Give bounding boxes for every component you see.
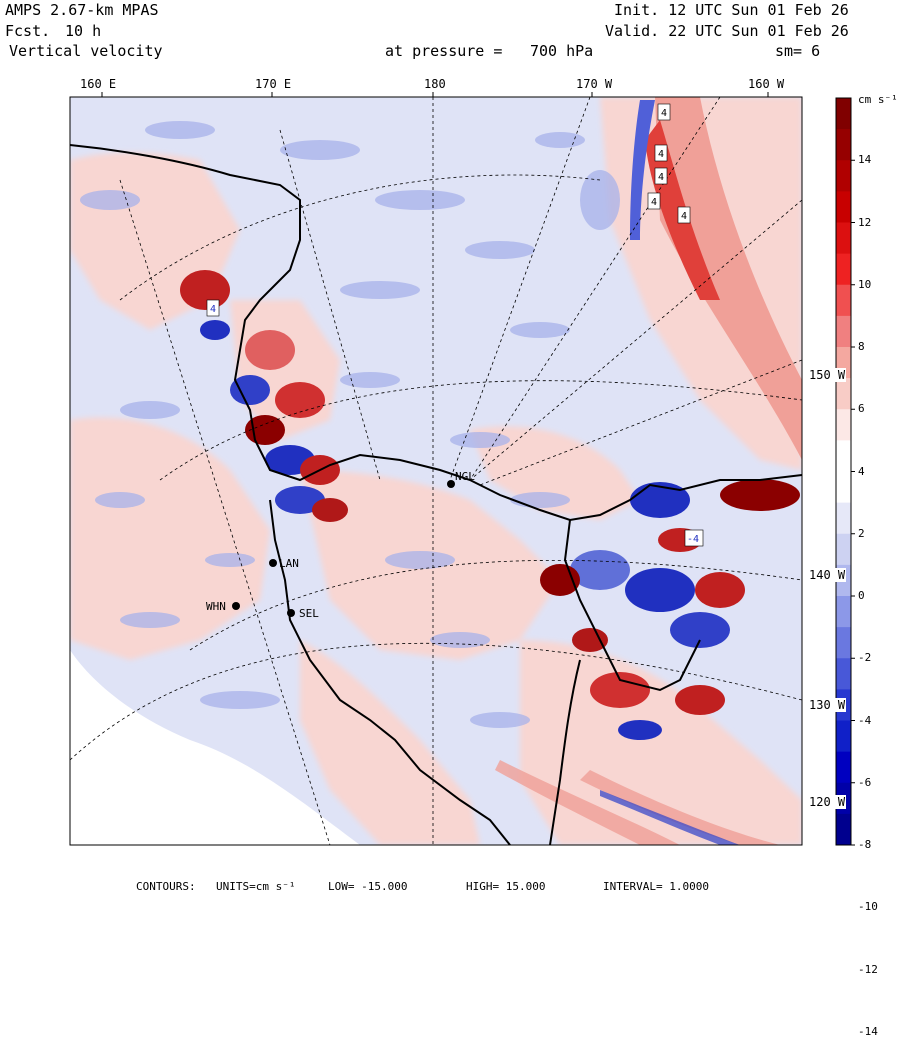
colorbar-swatch — [836, 596, 851, 628]
colorbar-swatch — [836, 378, 851, 410]
colorbar-tick-label: -2 — [858, 651, 872, 665]
svg-text:WHN: WHN — [206, 600, 226, 613]
ocean-streaks — [495, 760, 780, 845]
colorbar-tick-label: 2 — [858, 526, 865, 540]
contour-label: 4 — [647, 192, 661, 210]
footer-contours: CONTOURS: — [136, 880, 196, 893]
colorbar-swatch — [836, 813, 851, 846]
lon-label-160e: 160 E — [80, 77, 117, 91]
lon-label-160w: 160 W — [748, 77, 785, 91]
graticule — [70, 97, 802, 845]
lat-label-140w: 140 W — [808, 568, 847, 582]
colorbar-swatch — [836, 471, 851, 504]
station-ngl: NGL — [447, 470, 475, 488]
colorbar-swatch — [836, 502, 851, 535]
svg-text:4: 4 — [681, 211, 687, 222]
svg-text:SEL: SEL — [299, 607, 319, 620]
svg-text:4: 4 — [661, 108, 667, 119]
colorbar-swatch — [836, 720, 851, 753]
lat-label-120w: 120 W — [808, 795, 847, 809]
colorbar-tick-label: -8 — [858, 838, 872, 851]
lon-label-170e: 170 E — [255, 77, 292, 91]
lon-label-170w: 170 W — [576, 77, 613, 91]
contour-label: 4 — [206, 299, 220, 317]
colorbar-tick-label: 12 — [858, 215, 872, 229]
contour-labels: 4 4 4 4 4 4 -4 — [206, 103, 704, 547]
model-title: AMPS 2.67-km MPAS — [5, 1, 159, 19]
field-layer — [70, 97, 802, 845]
colorbar-tick-label: -4 — [858, 713, 872, 727]
contour-label: 4 — [654, 167, 668, 185]
stations: WHN SEL LAN NGL — [206, 470, 475, 620]
footer-units: UNITS=cm s⁻¹ — [216, 880, 296, 893]
vertical-velocity-map: 4 4 4 4 4 4 -4 WHN SEL LAN NGL — [69, 92, 855, 846]
colorbar-units: cm s⁻¹ — [858, 93, 898, 106]
colorbar-swatch — [836, 751, 851, 784]
level-value: 700 hPa — [530, 42, 594, 60]
colorbar-tick-label: 6 — [858, 402, 865, 416]
colorbar-tick-label: -14 — [858, 1024, 878, 1038]
lat-label-150w: 150 W — [808, 368, 847, 382]
colorbar-swatch — [836, 440, 851, 472]
colorbar-tick-label: 0 — [858, 589, 865, 602]
colorbar-swatch — [836, 253, 851, 286]
colorbar-swatch — [836, 409, 851, 441]
colorbar — [835, 97, 855, 846]
colorbar-tick-label: -10 — [858, 900, 878, 914]
contour-label: 4 — [677, 206, 691, 224]
weak-downward-motion-cells — [80, 121, 620, 728]
lon-ticks — [101, 92, 769, 97]
colorbar-tick-label: 10 — [858, 277, 872, 291]
colorbar-tick-label: 4 — [858, 464, 865, 478]
station-whn: WHN — [206, 600, 240, 613]
field-name: Vertical velocity — [9, 42, 163, 60]
colorbar-swatch — [836, 191, 851, 223]
footer-low: LOW= -15.000 — [328, 880, 408, 893]
lat-label-130w: 130 W — [808, 698, 847, 712]
forecast-hour: 10 h — [65, 22, 102, 40]
footer-interval: INTERVAL= 1.0000 — [603, 880, 709, 893]
colorbar-swatch — [836, 284, 851, 317]
colorbar-tick-label: -12 — [858, 962, 878, 976]
contour-label: 4 — [654, 144, 668, 162]
lon-label-180: 180 — [424, 77, 446, 91]
svg-text:LAN: LAN — [279, 557, 299, 570]
coastline — [70, 144, 802, 845]
init-time: Init. 12 UTC Sun 01 Feb 26 — [614, 1, 849, 19]
colorbar-swatch — [836, 533, 851, 566]
colorbar-tick-label: 8 — [858, 340, 865, 353]
valid-time: Valid. 22 UTC Sun 01 Feb 26 — [605, 22, 849, 40]
svg-text:4: 4 — [658, 149, 664, 160]
plot-frame — [69, 96, 803, 846]
svg-text:-4: -4 — [687, 534, 699, 545]
colorbar-swatch — [836, 315, 851, 348]
svg-text:4: 4 — [651, 197, 657, 208]
contour-label: -4 — [684, 529, 704, 547]
colorbar-swatch — [836, 98, 851, 130]
station-sel: SEL — [287, 607, 319, 620]
svg-text:NGL: NGL — [455, 470, 475, 483]
footer-high: HIGH= 15.000 — [466, 880, 546, 893]
colorbar-tick-label: -6 — [858, 775, 872, 789]
colorbar-swatch — [836, 129, 851, 161]
colorbar-tick-label: 14 — [858, 153, 872, 167]
station-lan: LAN — [269, 557, 299, 570]
svg-text:4: 4 — [658, 172, 664, 183]
outside-domain — [70, 650, 360, 845]
colorbar-swatch — [836, 627, 851, 659]
colorbar-swatch — [836, 658, 851, 690]
svg-text:4: 4 — [210, 304, 216, 315]
domain-shading — [70, 97, 802, 845]
colorbar-swatch — [836, 160, 851, 192]
contour-label: 4 — [657, 103, 671, 121]
smoothing: sm= 6 — [775, 42, 821, 60]
colorbar-swatch — [836, 222, 851, 255]
level-label: at pressure = — [385, 42, 503, 60]
forecast-label: Fcst. — [5, 22, 51, 40]
